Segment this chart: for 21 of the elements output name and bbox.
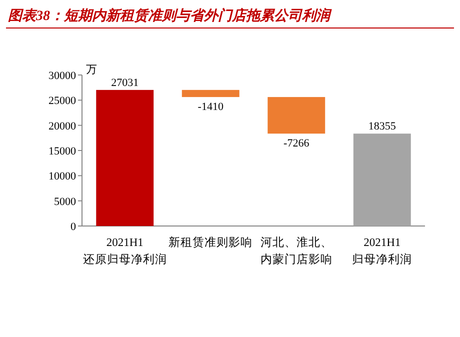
data-label: -1410: [198, 101, 224, 114]
y-tick-label: 0: [70, 221, 76, 233]
y-tick-label: 5000: [54, 196, 76, 208]
bar: [268, 97, 326, 134]
y-axis-title: 万: [86, 64, 97, 76]
y-tick-label: 15000: [48, 146, 76, 158]
y-tick-label: 10000: [48, 170, 76, 183]
x-tick-label: 河北、淮北、内蒙门店影响: [260, 235, 332, 266]
y-tick-label: 20000: [48, 120, 76, 132]
chart-title: 图表38：短期内新租赁准则与省外门店拖累公司利润: [8, 7, 332, 24]
bar: [96, 90, 154, 226]
bar: [182, 90, 240, 98]
x-tick-label: 新租赁准则影响: [168, 235, 253, 249]
y-tick-label: 30000: [48, 70, 76, 82]
data-label: -7266: [284, 138, 310, 150]
x-tick-label: 2021H1 归母净利润: [352, 237, 412, 266]
data-label: 18355: [368, 120, 396, 133]
y-tick-label: 25000: [48, 95, 76, 108]
bar: [353, 134, 411, 226]
x-tick-label: 2021H1 还原归母净利润: [82, 237, 167, 266]
data-label: 27031: [111, 76, 139, 89]
